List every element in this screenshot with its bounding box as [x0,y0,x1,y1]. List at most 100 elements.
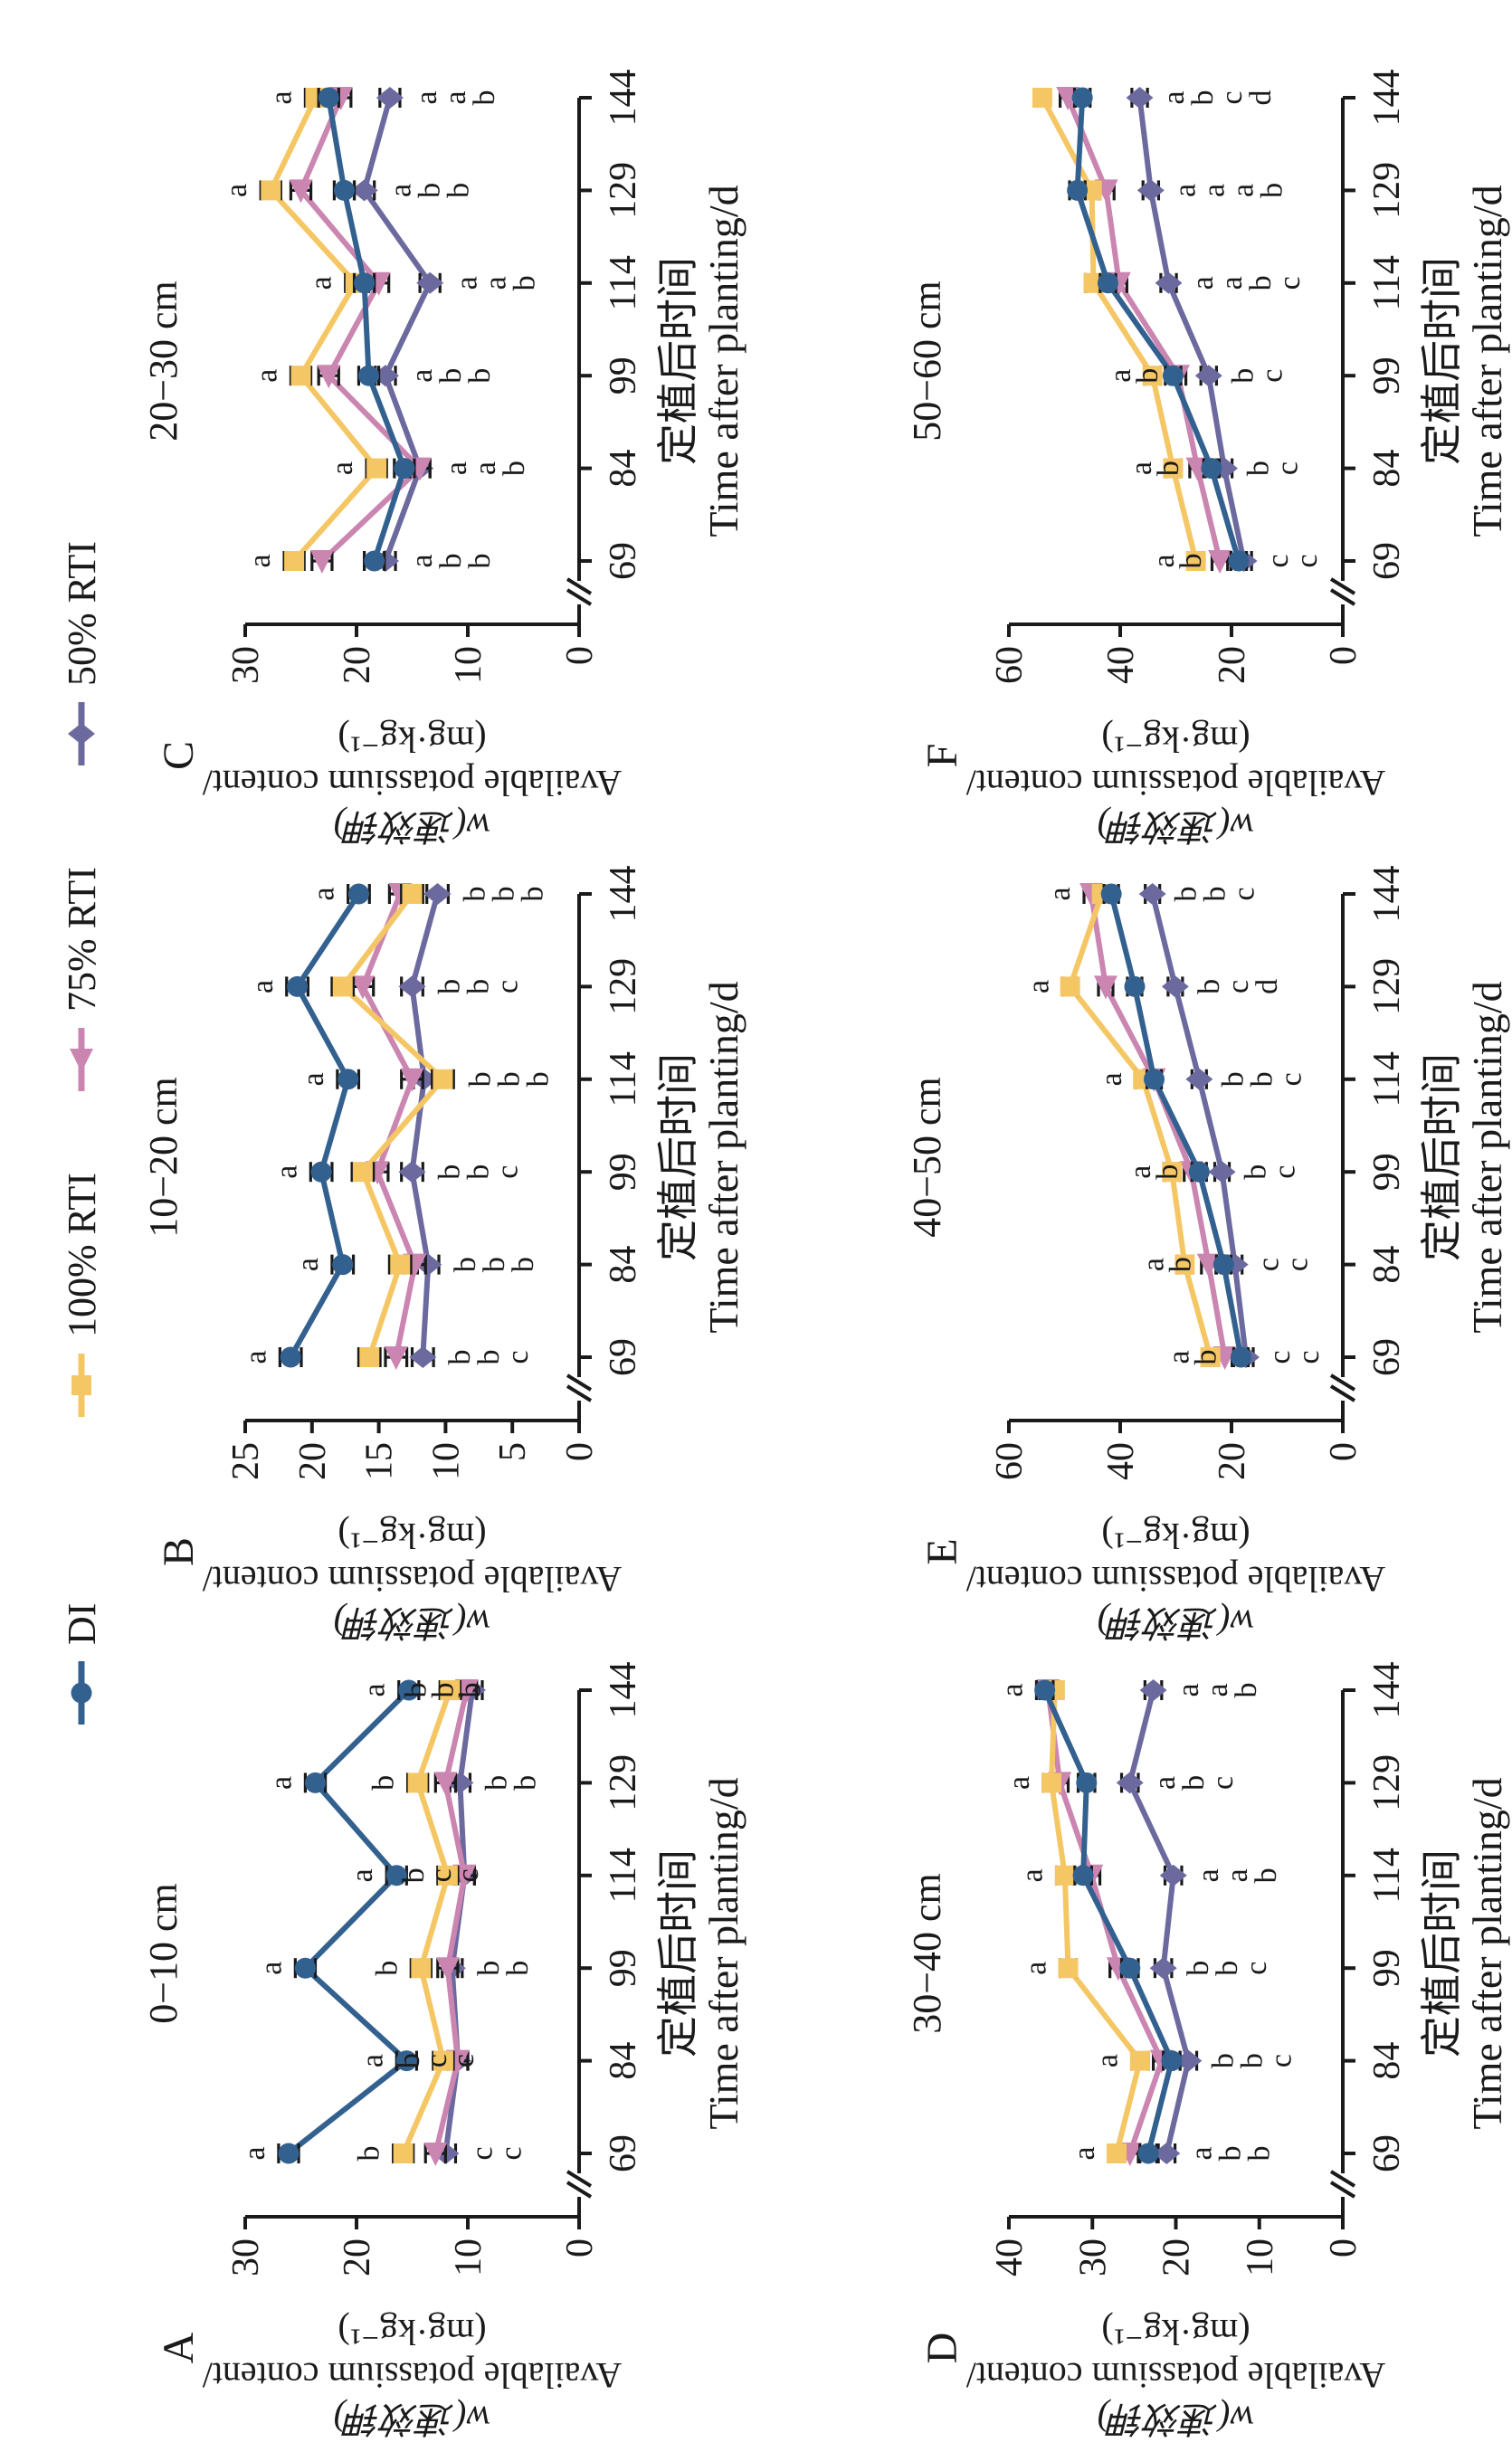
diamond-marker-icon [376,87,404,109]
sig-letter: b [1186,90,1220,106]
series-100rti [1060,884,1221,1367]
panel-letter: C [155,741,203,770]
circle-marker-icon [347,883,369,905]
circle-marker-icon [1188,1161,1210,1183]
series-100rti [391,1680,461,2163]
sig-letter: a [1192,1868,1225,1882]
series-di [278,883,371,1368]
square-marker-icon [1174,1254,1195,1275]
x-tick-label: 99 [603,1949,644,1987]
legend-item-75rti: 75% RTI [60,867,104,1091]
x-tick-label: 69 [1366,2134,1408,2172]
y-axis-title-line: w(速效钾) [334,2399,490,2439]
y-tick-label: 30 [225,646,267,684]
sig-letter: b [414,183,447,198]
square-marker-icon [1185,551,1206,571]
sig-letter: a [1186,276,1220,290]
y-axis-title-line: (mg·kg⁻¹) [338,1516,486,1556]
triangle-marker-icon [433,1772,458,1796]
sig-letter: a [405,554,439,567]
sig-letter: b [516,887,549,902]
sig-letter: c [420,2054,453,2067]
sig-letter: a [220,184,253,197]
panel-d: 0 10 20 30 40 69 84 99 114 129 144 30−40 cm D 定植后时间 Ti… [905,1662,1510,2440]
diamond-marker-icon [409,1346,437,1368]
y-axis-title-line: (mg·kg⁻¹) [338,2312,486,2352]
legend-square-icon [71,1375,91,1395]
y-axis-title-line: w(速效钾) [1098,2399,1254,2439]
sig-letter: c [1269,1165,1302,1179]
axes [243,892,592,1433]
sig-letter: a [1095,1072,1128,1086]
diamond-marker-icon [423,883,452,905]
x-tick-label: 144 [603,70,644,127]
sig-letter: b [1242,461,1276,476]
x-tick-label: 99 [1366,1949,1408,1987]
circle-marker-icon [1144,1069,1165,1090]
circle-marker-icon [278,2143,300,2164]
x-axis-title-en: Time after planting/d [700,1777,746,2129]
axes [243,96,592,637]
sig-letter: b [1182,1961,1215,1976]
triangle-marker-icon [289,179,313,204]
x-tick-label: 144 [1366,70,1408,127]
y-tick-label: 10 [1240,2238,1281,2276]
sig-letter: a [254,1962,288,1975]
panel-depth-title: 20−30 cm [141,280,185,442]
sig-letter: b [478,1257,511,1272]
square-marker-icon [352,1162,373,1183]
sig-letter: b [1193,979,1226,994]
circle-marker-icon [338,1069,359,1090]
sig-letter: a [1201,1683,1234,1696]
x-tick-label: 114 [1366,1848,1408,1903]
sig-letter: a [1104,369,1137,383]
sig-letter: a [270,1165,303,1179]
sig-letter: a [469,461,502,475]
sig-letter: b [472,1350,506,1365]
y-tick-label: 0 [559,1442,601,1461]
circle-marker-icon [1071,87,1093,109]
circle-marker-icon [1076,1772,1098,1793]
sig-letter: c [490,980,524,993]
circle-marker-icon [280,1346,301,1368]
sig-letter: b [370,1961,404,1976]
x-tick-label: 129 [603,958,644,1015]
sig-letter: a [308,887,341,900]
sig-letter: a [385,184,418,197]
sig-letter: c [1255,369,1289,383]
sig-letter: c [501,1350,535,1364]
x-axis-title-en: Time after planting/d [700,185,746,537]
circle-marker-icon [304,1772,326,1793]
sig-letter: a [440,461,473,475]
x-tick-label: 99 [1366,1153,1408,1191]
sig-letter: b [434,368,468,384]
sig-letter: b [1164,1257,1197,1272]
x-tick-label: 99 [603,1153,644,1191]
sig-letter: b [433,1164,466,1180]
sig-letter: a [1163,1350,1196,1364]
square-marker-icon [411,1958,432,1979]
y-tick-label: 0 [1323,1442,1365,1461]
sig-letter: a [1019,1962,1052,1975]
sig-letter: b [1245,1071,1279,1087]
panel-letter: D [918,2333,966,2364]
circle-marker-icon [1097,272,1118,294]
sig-letter: b [508,275,541,290]
sig-letter: d [1250,979,1284,994]
sig-letter: a [1043,887,1077,900]
series-di [1034,1679,1183,2164]
y-axis-title-line: (mg·kg⁻¹) [1101,719,1250,760]
sig-letter: a [1168,184,1202,197]
sig-letter: c [1265,2054,1298,2067]
sig-letter: b [1177,1775,1211,1791]
sig-letter: b [461,979,495,994]
sig-letter: a [1148,1776,1182,1790]
x-tick-label: 129 [1366,958,1408,1015]
axis-break-icon [566,1373,593,1402]
y-axis-title-line: (mg·kg⁻¹) [1101,1516,1250,1556]
sig-letter: a [1136,1258,1170,1271]
x-tick-label: 69 [1366,1338,1408,1376]
sig-letter: b [1214,2146,1248,2162]
square-marker-icon [1162,1162,1183,1183]
sig-letter: a [297,1072,330,1086]
